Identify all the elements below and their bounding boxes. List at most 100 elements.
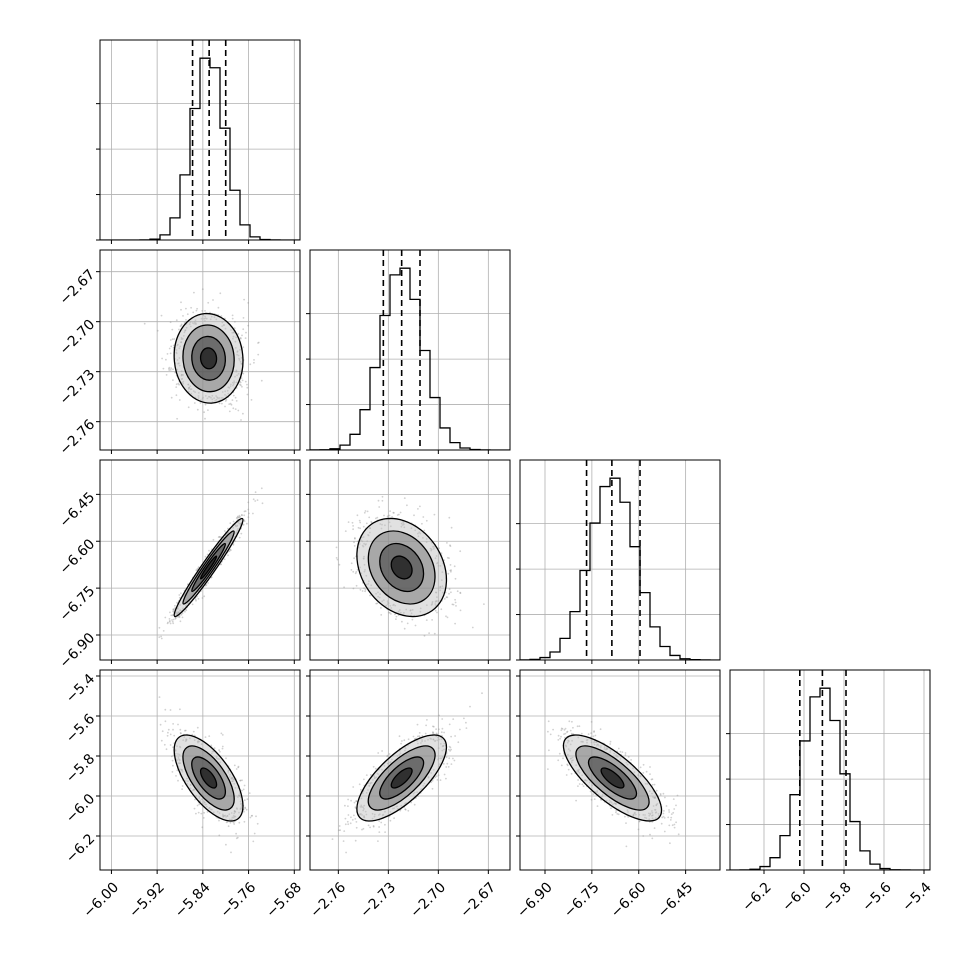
scatter-point [232, 520, 235, 523]
scatter-point [430, 549, 433, 552]
scatter-point [634, 811, 636, 814]
scatter-point [180, 378, 183, 380]
scatter-point [189, 737, 191, 740]
scatter-point [382, 813, 385, 816]
scatter-point [446, 596, 449, 599]
scatter-point [367, 580, 370, 583]
panel-0-0 [96, 39, 301, 244]
scatter-point [185, 319, 187, 321]
scatter-point [425, 724, 427, 727]
scatter-point [158, 626, 161, 629]
scatter-point [237, 765, 240, 768]
scatter-point [174, 371, 177, 374]
scatter-point [369, 527, 371, 529]
scatter-point [197, 741, 199, 744]
scatter-point [569, 743, 572, 746]
scatter-point [355, 571, 358, 573]
scatter-point [381, 499, 384, 502]
scatter-point [385, 604, 388, 607]
scatter-point [165, 358, 167, 361]
scatter-point [646, 783, 649, 785]
scatter-point [605, 747, 608, 750]
scatter-point [165, 748, 168, 751]
scatter-point [380, 821, 383, 824]
scatter-point [171, 328, 174, 331]
scatter-point [373, 777, 376, 780]
scatter-point [184, 329, 187, 332]
scatter-point [360, 572, 363, 575]
scatter-point [172, 344, 175, 347]
scatter-point [235, 381, 238, 384]
scatter-point [223, 324, 225, 326]
scatter-point [178, 362, 180, 365]
scatter-point [239, 383, 241, 386]
x-tick-label: −5.4 [899, 879, 934, 914]
scatter-point [597, 743, 600, 746]
scatter-point [169, 744, 172, 746]
scatter-point [370, 520, 373, 523]
scatter-point [236, 524, 239, 527]
scatter-point [193, 739, 196, 742]
scatter-point [175, 386, 178, 388]
scatter-point [662, 812, 665, 815]
scatter-point [367, 583, 370, 585]
scatter-point [567, 748, 570, 750]
scatter-point [177, 779, 179, 782]
scatter-point [240, 384, 242, 387]
panel-1-1 [306, 249, 511, 454]
scatter-point [603, 748, 606, 750]
scatter-point [252, 512, 254, 515]
scatter-point [231, 776, 234, 779]
scatter-point [236, 515, 239, 518]
scatter-point [228, 403, 231, 405]
scatter-point [434, 601, 437, 603]
scatter-point [593, 798, 596, 800]
scatter-point [238, 522, 241, 525]
scatter-point [445, 615, 447, 618]
scatter-point [405, 608, 408, 611]
scatter-point [387, 762, 389, 765]
scatter-point [435, 775, 438, 778]
scatter-point [351, 819, 354, 821]
scatter-point [648, 818, 651, 821]
scatter-point [237, 333, 240, 335]
scatter-point [608, 799, 611, 802]
scatter-point [218, 758, 221, 760]
scatter-point [230, 851, 232, 854]
scatter-point [380, 607, 382, 609]
x-tick-label: −5.76 [218, 879, 260, 921]
scatter-point [241, 385, 243, 388]
scatter-point [234, 524, 237, 527]
scatter-point [171, 338, 174, 341]
scatter-point [178, 383, 181, 386]
scatter-point [394, 613, 396, 616]
scatter-point [514, 698, 516, 700]
scatter-point [441, 585, 444, 588]
scatter-point [609, 740, 612, 743]
scatter-point [389, 811, 392, 813]
scatter-point [393, 512, 395, 514]
scatter-point [168, 369, 171, 371]
scatter-point [241, 779, 243, 782]
scatter-point [234, 347, 237, 349]
scatter-point [177, 362, 179, 365]
scatter-point [360, 806, 363, 808]
scatter-point [448, 588, 451, 591]
scatter-point [189, 783, 192, 786]
panel-1-0: −2.76 −2.73 −2.70 −2.67 [57, 249, 301, 458]
scatter-point [465, 727, 468, 729]
scatter-point [180, 370, 183, 373]
scatter-point [187, 390, 190, 393]
scatter-point [450, 526, 453, 529]
scatter-point [432, 725, 435, 728]
scatter-point [202, 396, 205, 399]
scatter-point [591, 784, 594, 787]
scatter-point [171, 620, 174, 623]
scatter-point [632, 813, 635, 816]
scatter-point [355, 826, 358, 829]
scatter-point [195, 569, 198, 571]
scatter-point [182, 315, 184, 317]
scatter-point [196, 408, 199, 411]
scatter-point [172, 764, 174, 767]
scatter-point [200, 798, 203, 801]
